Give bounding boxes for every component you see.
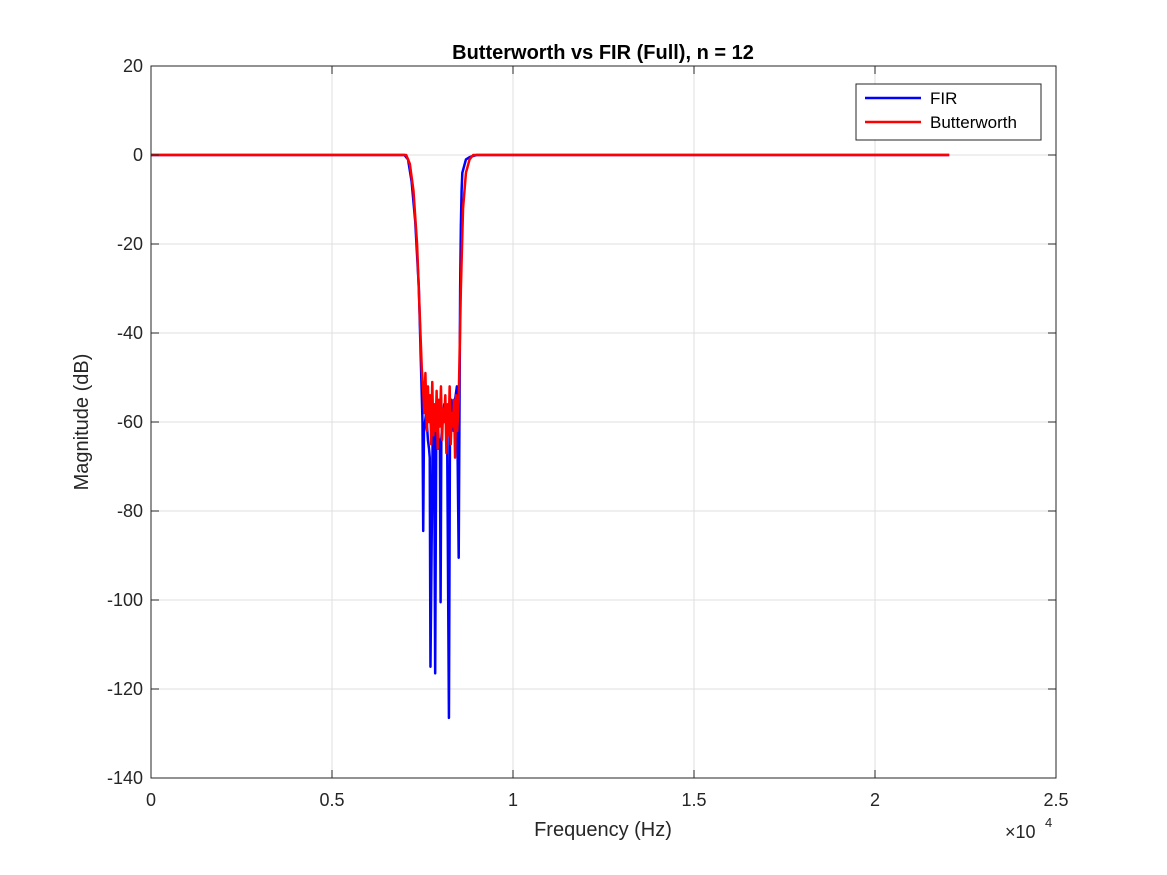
ticks: 0 0.5 1 1.5 2 2.5 20 0 -20 -40 -60 -80 -100 -120 -140	[107, 56, 1069, 810]
x-axis-label: Frequency (Hz)	[534, 819, 672, 841]
y-tick-label: -120	[107, 679, 143, 699]
y-tick-label: -60	[117, 412, 143, 432]
x-exponent-power: 4	[1045, 815, 1052, 830]
x-tick-label: 0	[146, 790, 156, 810]
y-tick-label: -40	[117, 323, 143, 343]
y-axis-label: Magnitude (dB)	[71, 354, 93, 491]
series-layer	[151, 153, 950, 720]
x-exponent: ×10 4	[1005, 815, 1052, 842]
y-tick-label: -20	[117, 234, 143, 254]
y-tick-label: 20	[123, 56, 143, 76]
legend-label-butterworth: Butterworth	[930, 113, 1017, 132]
x-tick-label: 2.5	[1043, 790, 1068, 810]
x-tick-label: 2	[870, 790, 880, 810]
y-tick-label: -100	[107, 590, 143, 610]
legend-box	[855, 83, 1042, 141]
series-line-butterworth	[151, 153, 950, 459]
x-exponent-base: ×10	[1005, 822, 1036, 842]
x-tick-label: 0.5	[319, 790, 344, 810]
x-tick-label: 1.5	[681, 790, 706, 810]
y-tick-label: -80	[117, 501, 143, 521]
legend-label-fir: FIR	[930, 89, 957, 108]
grid	[151, 66, 1056, 778]
y-tick-label: 0	[133, 145, 143, 165]
legend: FIR Butterworth	[855, 83, 1042, 141]
x-tick-label: 1	[508, 790, 518, 810]
chart-title: Butterworth vs FIR (Full), n = 12	[452, 42, 754, 64]
y-tick-label: -140	[107, 768, 143, 788]
